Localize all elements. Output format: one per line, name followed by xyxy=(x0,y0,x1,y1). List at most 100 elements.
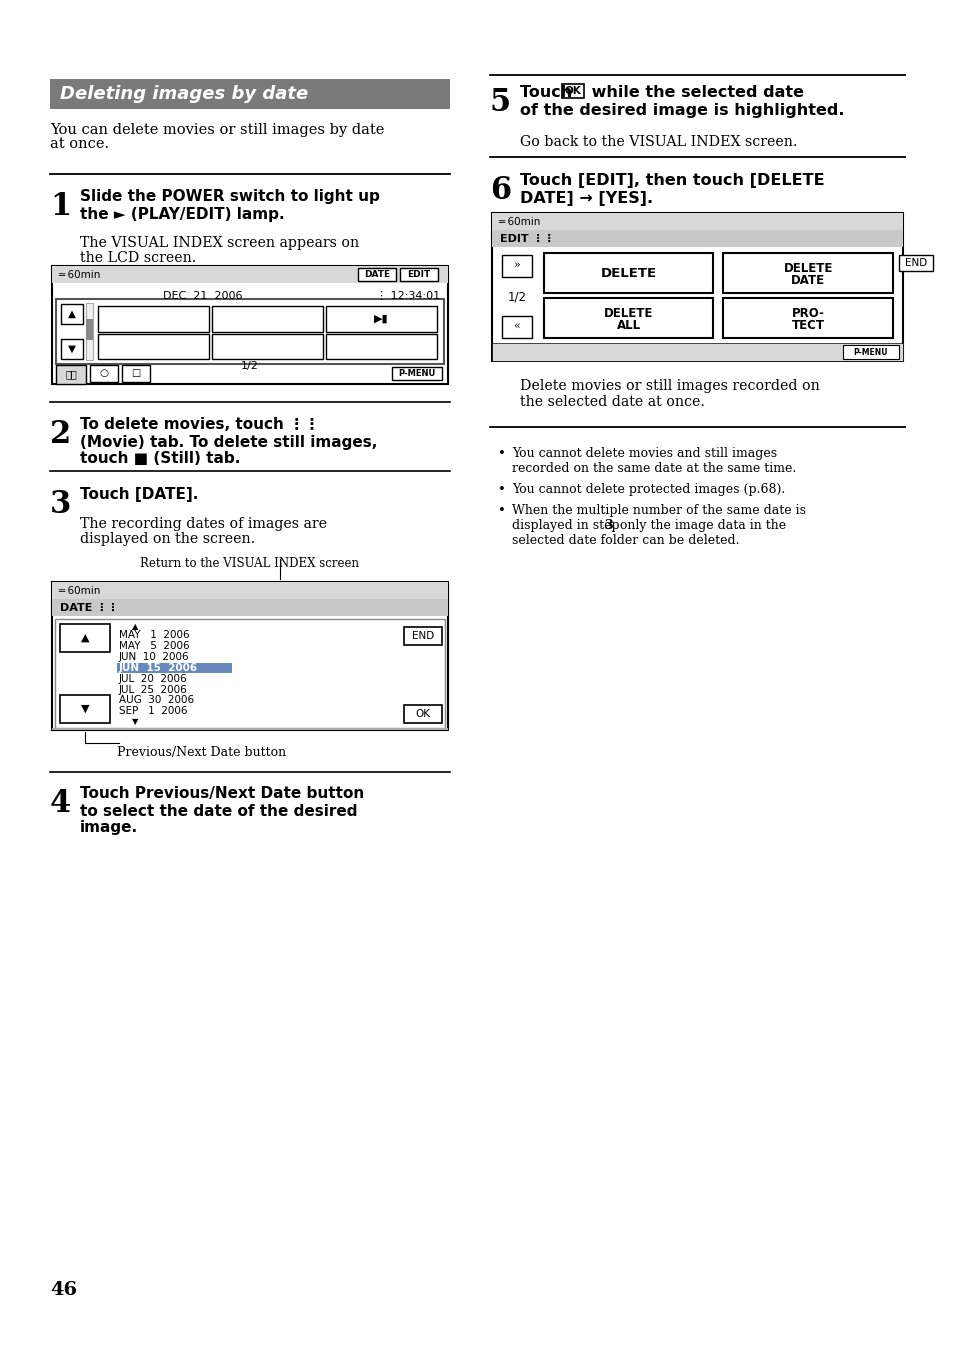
Bar xyxy=(98,305,209,331)
Text: at once.: at once. xyxy=(50,137,109,151)
Text: •: • xyxy=(497,503,505,517)
Text: ⋮⋮: ⋮⋮ xyxy=(65,370,77,379)
Text: »: » xyxy=(513,261,519,271)
Text: Touch [EDIT], then touch [DELETE: Touch [EDIT], then touch [DELETE xyxy=(519,172,823,189)
Text: of the desired image is highlighted.: of the desired image is highlighted. xyxy=(519,103,843,118)
Text: □: □ xyxy=(132,369,140,377)
Bar xyxy=(52,582,448,730)
Text: 46: 46 xyxy=(50,1281,77,1299)
Bar xyxy=(561,84,583,98)
Bar xyxy=(55,619,444,727)
Text: ▲: ▲ xyxy=(132,623,138,631)
Bar xyxy=(492,213,902,229)
Bar xyxy=(501,255,532,277)
Bar xyxy=(212,334,323,360)
Text: ▼: ▼ xyxy=(132,718,138,726)
Bar xyxy=(898,255,932,271)
Bar xyxy=(86,303,92,360)
Text: while the selected date: while the selected date xyxy=(585,85,803,100)
Text: ALL: ALL xyxy=(616,319,640,331)
Bar xyxy=(403,627,441,645)
Text: ═ 60min: ═ 60min xyxy=(58,270,100,280)
Bar xyxy=(392,366,441,380)
Bar xyxy=(722,252,892,293)
Text: To delete movies, touch ⋮⋮: To delete movies, touch ⋮⋮ xyxy=(80,417,319,432)
Text: Delete movies or still images recorded on: Delete movies or still images recorded o… xyxy=(519,379,819,394)
Text: •: • xyxy=(497,446,505,460)
Text: JUN  10  2006: JUN 10 2006 xyxy=(119,651,190,662)
Bar xyxy=(722,299,892,338)
Text: DELETE: DELETE xyxy=(600,266,656,280)
Text: ▼: ▼ xyxy=(81,704,90,714)
Bar xyxy=(543,299,713,338)
Text: P-MENU: P-MENU xyxy=(398,369,436,379)
Text: DEC  21  2006: DEC 21 2006 xyxy=(163,290,242,301)
Text: DELETE: DELETE xyxy=(603,307,653,319)
Text: •: • xyxy=(497,483,505,497)
Text: EDIT ⋮⋮: EDIT ⋮⋮ xyxy=(499,233,554,243)
Bar xyxy=(50,79,450,109)
Text: JUL  25  2006: JUL 25 2006 xyxy=(119,684,188,695)
Bar xyxy=(492,343,902,361)
Text: When the multiple number of the same date is: When the multiple number of the same dat… xyxy=(512,503,805,517)
Bar xyxy=(492,213,902,361)
Text: DATE] → [YES].: DATE] → [YES]. xyxy=(519,191,653,206)
Text: OK: OK xyxy=(416,708,430,719)
Bar xyxy=(61,339,83,360)
Text: ▲: ▲ xyxy=(81,632,90,643)
Text: displayed in step: displayed in step xyxy=(512,518,623,532)
Text: ═ 60min: ═ 60min xyxy=(58,585,100,596)
Text: PRO-: PRO- xyxy=(791,307,823,319)
Text: «: « xyxy=(513,322,520,332)
Text: ▲: ▲ xyxy=(68,309,76,319)
Text: Touch: Touch xyxy=(519,85,578,100)
Text: Previous/Next Date button: Previous/Next Date button xyxy=(117,746,286,759)
Bar xyxy=(326,334,436,360)
Bar xyxy=(98,334,209,360)
Bar xyxy=(86,319,92,341)
Text: 3: 3 xyxy=(603,518,612,532)
Bar xyxy=(56,365,86,384)
Text: ═ 60min: ═ 60min xyxy=(497,217,539,227)
Text: 6: 6 xyxy=(490,175,511,206)
Bar xyxy=(357,267,395,281)
Text: selected date folder can be deleted.: selected date folder can be deleted. xyxy=(512,535,739,547)
Text: MAY   1  2006: MAY 1 2006 xyxy=(119,630,190,641)
Text: DELETE: DELETE xyxy=(782,262,832,274)
Text: EDIT: EDIT xyxy=(407,270,430,280)
Text: ▶▮: ▶▮ xyxy=(374,313,389,324)
Text: recorded on the same date at the same time.: recorded on the same date at the same ti… xyxy=(512,461,796,475)
Text: DATE: DATE xyxy=(790,274,824,286)
Text: You cannot delete movies and still images: You cannot delete movies and still image… xyxy=(512,446,777,460)
Bar xyxy=(403,706,441,723)
Bar xyxy=(117,664,232,673)
Text: to select the date of the desired: to select the date of the desired xyxy=(80,803,357,820)
Bar xyxy=(399,267,437,281)
Text: , only the image data in the: , only the image data in the xyxy=(611,518,785,532)
Bar xyxy=(122,365,150,383)
Text: JUL  20  2006: JUL 20 2006 xyxy=(119,673,188,684)
Bar xyxy=(212,305,323,331)
Text: Go back to the VISUAL INDEX screen.: Go back to the VISUAL INDEX screen. xyxy=(519,134,797,149)
Text: 3: 3 xyxy=(50,489,71,520)
Text: 1: 1 xyxy=(50,191,71,223)
Bar xyxy=(52,727,448,730)
Text: 2: 2 xyxy=(50,419,71,451)
Bar xyxy=(56,299,443,364)
Text: Deleting images by date: Deleting images by date xyxy=(60,85,308,103)
Text: displayed on the screen.: displayed on the screen. xyxy=(80,532,255,546)
Text: 1/2: 1/2 xyxy=(507,290,526,304)
Text: P-MENU: P-MENU xyxy=(853,347,887,357)
Text: SEP   1  2006: SEP 1 2006 xyxy=(119,706,188,716)
Text: END: END xyxy=(412,631,434,641)
Text: The recording dates of images are: The recording dates of images are xyxy=(80,517,327,531)
Text: the LCD screen.: the LCD screen. xyxy=(80,251,196,265)
Bar xyxy=(492,229,902,247)
Bar xyxy=(52,598,448,616)
Text: END: END xyxy=(904,258,926,267)
Text: OK: OK xyxy=(564,85,580,96)
Text: image.: image. xyxy=(80,820,138,835)
Text: ○: ○ xyxy=(99,369,109,377)
Text: ⋮ 12:34:01: ⋮ 12:34:01 xyxy=(375,290,439,301)
Text: You can delete movies or still images by date: You can delete movies or still images by… xyxy=(50,123,384,137)
